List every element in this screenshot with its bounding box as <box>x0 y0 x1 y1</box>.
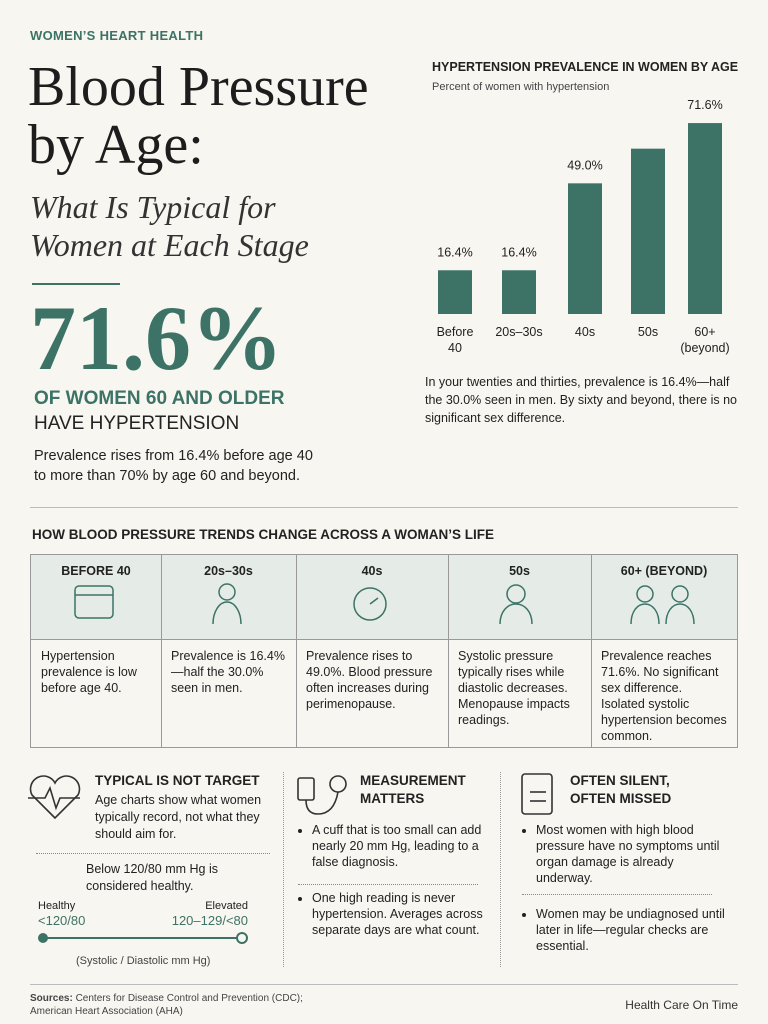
column-heading: BEFORE 40 <box>61 564 131 578</box>
divider <box>30 507 738 508</box>
column-divider <box>591 555 592 747</box>
section-title: HOW BLOOD PRESSURE TRENDS CHANGE ACROSS … <box>32 527 495 542</box>
card-divider <box>500 772 501 967</box>
pulse-icon <box>28 785 80 811</box>
scale-value: <120/80 <box>38 913 86 928</box>
column-heading: 60+ (BEYOND) <box>620 564 708 578</box>
cuff-icon <box>297 777 315 801</box>
column-text: Prevalence rises to 49.0%. Blood pressur… <box>306 649 433 711</box>
chart-note: In your twenties and thirties, prevalenc… <box>425 375 737 425</box>
bullet: Most women with high blood pressure have… <box>536 822 726 886</box>
sources: Sources: Centers for Disease Control and… <box>30 992 330 1018</box>
card-divider <box>283 772 284 967</box>
dotted-rule <box>36 853 270 854</box>
value-label: 49.0% <box>567 158 602 172</box>
scale-dot <box>38 933 48 943</box>
bullet: One high reading is never hypertension. … <box>312 890 492 938</box>
bar <box>438 270 472 314</box>
bar <box>568 183 602 314</box>
heart-icon <box>29 775 81 820</box>
x-tick-label: 20s–30s <box>495 325 543 339</box>
column-text: Prevalence is 16.4%—half the 30.0% seen … <box>171 649 285 695</box>
value-label: 16.4% <box>501 245 536 259</box>
stat-line: OF WOMEN 60 AND OLDER <box>34 388 285 409</box>
x-tick-label: Before 40 <box>436 325 474 355</box>
rule <box>32 283 120 285</box>
clipboard-icon <box>521 773 553 815</box>
bar <box>502 270 536 314</box>
value-label: 16.4% <box>437 245 472 259</box>
bullet-list: Most women with high blood pressure have… <box>522 822 726 954</box>
calendar-icon <box>74 585 114 619</box>
stat-line: HAVE HYPERTENSION <box>34 413 240 434</box>
column-text: Hypertension prevalence is low before ag… <box>41 649 137 695</box>
column-heading: 40s <box>361 564 383 578</box>
card-icons <box>28 773 553 820</box>
person-icon <box>212 601 242 625</box>
column-divider <box>161 555 162 747</box>
subtitle: What Is Typical for Women at Each Stage <box>30 189 309 263</box>
bullet-list: A cuff that is too small can add nearly … <box>298 822 492 938</box>
column-text: Prevalence reaches 71.6%. No significant… <box>601 649 727 743</box>
card-title: TYPICAL IS NOT TARGET <box>95 773 260 788</box>
person-icon <box>665 603 695 625</box>
column-text: Systolic pressure typically rises while … <box>458 649 570 727</box>
divider <box>30 984 738 985</box>
column-divider <box>448 555 449 747</box>
stat-text: Prevalence rises from 16.4% before age 4… <box>34 448 313 484</box>
sources-label: Sources: <box>30 993 73 1004</box>
scale-dot <box>236 932 248 944</box>
column-heading: 50s <box>509 564 530 578</box>
column-heading: 20s–30s <box>204 564 253 578</box>
icon-line <box>369 597 379 605</box>
gauge-icon <box>329 775 347 793</box>
person-icon <box>636 585 654 603</box>
dotted-rule <box>522 894 712 895</box>
scale-label: Healthy <box>38 900 76 912</box>
title: Blood Pressure by Age: <box>28 56 369 176</box>
scale-label: Elevated <box>205 900 248 912</box>
x-tick-label: 40s <box>574 325 596 339</box>
chart-title: HYPERTENSION PREVALENCE IN WOMEN BY AGE <box>432 60 739 74</box>
stat-value: 71.6% <box>30 287 283 389</box>
dotted-rule <box>298 884 478 885</box>
chart: 16.4% 16.4% 49.0% 71.6% <box>437 98 723 314</box>
value-label: 71.6% <box>687 98 722 112</box>
person-icon <box>506 584 526 604</box>
person-icon <box>499 603 533 625</box>
gauge-icon <box>353 587 387 621</box>
sources-text: Centers for Disease Control and Preventi… <box>30 993 303 1017</box>
x-tick-label: 60+ (beyond) <box>680 325 730 355</box>
bar <box>631 148 665 314</box>
chart-subtitle: Percent of women with hypertension <box>432 81 610 93</box>
column-divider <box>296 555 297 747</box>
scale <box>38 932 248 944</box>
person-icon <box>630 603 660 625</box>
card-title: OFTEN SILENT, OFTEN MISSED <box>570 773 672 806</box>
person-icon <box>671 585 689 603</box>
card-title: MEASUREMENT MATTERS <box>360 773 466 806</box>
bullet: A cuff that is too small can add nearly … <box>312 822 492 870</box>
x-tick-label: 50s <box>637 325 659 339</box>
kicker: WOMEN’S HEART HEALTH <box>30 28 204 43</box>
card-text: Age charts show what women typically rec… <box>95 793 262 841</box>
icons <box>74 583 695 625</box>
tube-icon <box>305 791 339 815</box>
scale-caption: (Systolic / Diastolic mm Hg) <box>76 955 211 967</box>
brand: Health Care On Time <box>625 998 738 1012</box>
bar <box>688 123 722 314</box>
person-icon <box>218 583 236 601</box>
bullet: Women may be undiagnosed until later in … <box>536 906 726 954</box>
card-note: Below 120/80 mm Hg is considered healthy… <box>86 862 219 893</box>
scale-value: 120–129/<80 <box>171 913 248 928</box>
